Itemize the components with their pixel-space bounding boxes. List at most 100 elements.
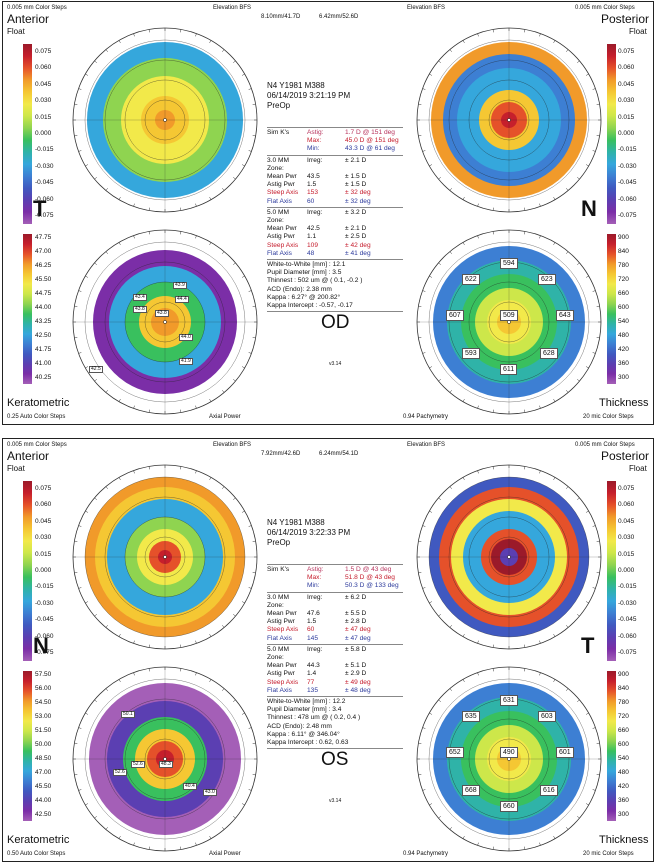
tick-mark [566, 688, 569, 691]
info-divider [267, 259, 403, 261]
tick-mark [492, 231, 494, 235]
tick-mark [94, 497, 97, 500]
info-value: ± 49 deg [345, 678, 371, 686]
info-sub: 43.5 [307, 173, 320, 181]
software-version: v3.14 [329, 361, 342, 367]
kera-scale-labels-value: 53.00 [35, 713, 52, 720]
tick-mark [133, 470, 135, 474]
elev-scale-labels-right-value: -0.045 [618, 616, 637, 624]
kera-scale-labels-value: 46.25 [35, 262, 52, 269]
os-panel: 0.005 mm Color Steps Anterior Float Elevati… [2, 438, 654, 862]
info-value: ± 5.8 D [345, 645, 367, 653]
elev-scale-labels-left-value: -0.060 [35, 195, 54, 203]
tick-mark [118, 398, 121, 402]
anterior-map [72, 27, 258, 213]
elev-scale-labels-right-value: -0.060 [618, 632, 637, 640]
tick-mark [566, 188, 569, 191]
tick-mark [462, 242, 465, 246]
info-sub: Astig: [307, 566, 324, 573]
elev-scale-labels-left-value: 0.000 [35, 567, 52, 574]
elev-scale-labels-left-value: 0.045 [35, 80, 52, 88]
info-sub: 109 [307, 241, 319, 249]
info-value: ± 47 deg [345, 626, 371, 634]
tick-mark [209, 40, 212, 44]
info-sub: 47.6 [307, 610, 320, 618]
axial-map [72, 666, 258, 852]
elev-scale-labels-right-value: 0.015 [618, 113, 635, 121]
tick-mark [429, 712, 433, 715]
tick-mark [596, 540, 600, 542]
tick-mark [492, 207, 494, 211]
tick-mark [449, 827, 452, 830]
tick-mark [438, 614, 441, 617]
tick-mark [195, 842, 197, 846]
info-extra: White-to-White [mm] : 12.2 [267, 698, 346, 706]
thick-scale-labels-value: 300 [618, 811, 629, 818]
elev-scale-labels-left-value: 0.045 [35, 517, 52, 525]
bfs-posterior-value: 6.24mm/54.1D [319, 451, 359, 457]
elev-scale-labels-right-value: 0.060 [618, 501, 635, 509]
kera-scale-labels-value: 50.00 [35, 741, 52, 748]
tick-mark [492, 466, 494, 470]
tick-mark [492, 29, 494, 33]
elev-scale-labels-left-value: 0.030 [35, 97, 52, 105]
tick-mark [596, 774, 600, 776]
tick-mark [566, 827, 569, 830]
tick-mark [222, 688, 225, 691]
tick-mark [222, 251, 225, 254]
tick-mark [585, 712, 589, 715]
kera-scale-labels-value: 43.25 [35, 318, 52, 325]
info-value: ± 32 deg [345, 189, 371, 197]
tick-mark [596, 742, 600, 744]
info-sub: 1.5 [307, 181, 317, 189]
info-row: Steep Axis 109 ± 42 deg [267, 242, 403, 250]
info-label: Sim K's [267, 129, 290, 136]
elevation-scale-left [23, 44, 32, 224]
elev-scale-labels-left-value: -0.045 [35, 616, 54, 624]
tick-mark [539, 235, 541, 239]
info-extra: ACD (Endo): 2.38 mm [267, 285, 332, 293]
info-row: Steep Axis 77 ± 49 deg [267, 679, 403, 687]
elev-scale-labels-right-value: -0.015 [618, 146, 637, 154]
tick-mark [195, 33, 197, 37]
tick-mark [422, 352, 426, 354]
tick-mark [462, 633, 465, 637]
info-label: Mean Pwr [267, 225, 297, 233]
tick-mark [78, 587, 82, 589]
info-row: Astig Pwr 1.5 ± 1.5 D [267, 181, 403, 189]
thick-scale-labels-value: 840 [618, 248, 629, 255]
info-label: Steep Axis [267, 241, 299, 249]
kera-color-steps: 0.50 Auto Color Steps [7, 851, 66, 857]
tick-mark [105, 251, 108, 254]
elev-scale-labels-left-value: -0.030 [35, 599, 54, 607]
info-extra: Pupil Diameter [mm] : 3.5 [267, 269, 342, 277]
tick-mark [233, 614, 236, 617]
info-divider [267, 643, 403, 645]
kera-scale-labels-value: 42.50 [35, 332, 52, 339]
tick-mark [209, 196, 212, 200]
tick-mark [85, 601, 89, 604]
tick-mark [449, 688, 452, 691]
center-marker [507, 118, 511, 122]
tick-mark [252, 540, 256, 542]
info-sub: 60 [307, 197, 315, 205]
info-extra: Kappa Intercept : -0.57, -0.17 [267, 302, 353, 310]
thick-scale-labels-value: 900 [618, 671, 629, 678]
elevation-bfs-center: Elevation BFS [213, 5, 252, 11]
tick-mark [449, 188, 452, 191]
exam-status: PreOp [267, 101, 291, 110]
elevation-bfs-right: Elevation BFS [407, 5, 446, 11]
pachy-value: 631 [500, 695, 518, 706]
tick-mark [539, 203, 541, 207]
tick-mark [477, 405, 479, 409]
tick-mark [429, 275, 433, 278]
anterior-title: Anterior [7, 12, 50, 26]
info-row: Min: 43.3 D @ 61 deg [267, 145, 403, 153]
axial-value: 52.6 [113, 769, 127, 776]
tick-mark [577, 379, 580, 382]
tick-mark [592, 789, 596, 791]
posterior-float-label: Float [629, 464, 647, 473]
tick-mark [94, 614, 97, 617]
tick-mark [85, 275, 89, 278]
thick-scale-labels-value: 900 [618, 234, 629, 241]
